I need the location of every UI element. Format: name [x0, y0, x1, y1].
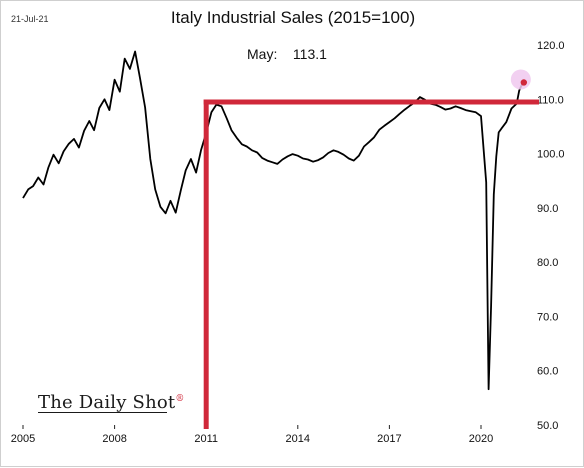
- highlight-halo: [510, 69, 531, 90]
- y-tick-label: 60.0: [537, 366, 558, 378]
- latest-value: 113.1: [292, 46, 327, 62]
- brand-mark: ®: [175, 394, 185, 404]
- x-tick-label: 2020: [469, 433, 493, 445]
- highlight-layer: [510, 69, 531, 90]
- brand-name: The Daily Shot: [38, 392, 176, 413]
- x-tick-label: 2011: [194, 433, 218, 445]
- brand-logo: The Daily Shot®: [38, 392, 185, 413]
- latest-point-marker: [520, 79, 528, 86]
- date-stamp: 21-Jul-21: [11, 14, 49, 24]
- latest-reading: May: 113.1: [247, 46, 327, 62]
- x-tick-label: 2017: [377, 433, 401, 445]
- y-tick-label: 110.0: [537, 94, 564, 106]
- series-layer: [22, 50, 524, 391]
- y-tick-label: 100.0: [537, 149, 565, 161]
- y-axis: 50.0 60.0 70.0 80.0 90.0 100.0 110.0 120.0: [537, 40, 565, 432]
- y-tick-label: 70.0: [537, 311, 558, 323]
- x-axis: 2005 2008 2011 2014 2017 2020: [11, 425, 493, 445]
- x-tick-label: 2008: [102, 433, 126, 445]
- y-tick-label: 120.0: [537, 40, 565, 52]
- x-tick-label: 2014: [286, 433, 310, 445]
- series-line: [22, 50, 524, 391]
- reference-lines: [203, 99, 539, 429]
- y-tick-label: 90.0: [537, 203, 558, 215]
- x-tick-label: 2005: [11, 433, 35, 445]
- y-tick-label: 80.0: [537, 257, 558, 269]
- brand-underline: [38, 412, 167, 413]
- latest-label: May:: [247, 46, 278, 62]
- chart-title: Italy Industrial Sales (2015=100): [170, 8, 416, 27]
- y-tick-label: 50.0: [537, 420, 558, 432]
